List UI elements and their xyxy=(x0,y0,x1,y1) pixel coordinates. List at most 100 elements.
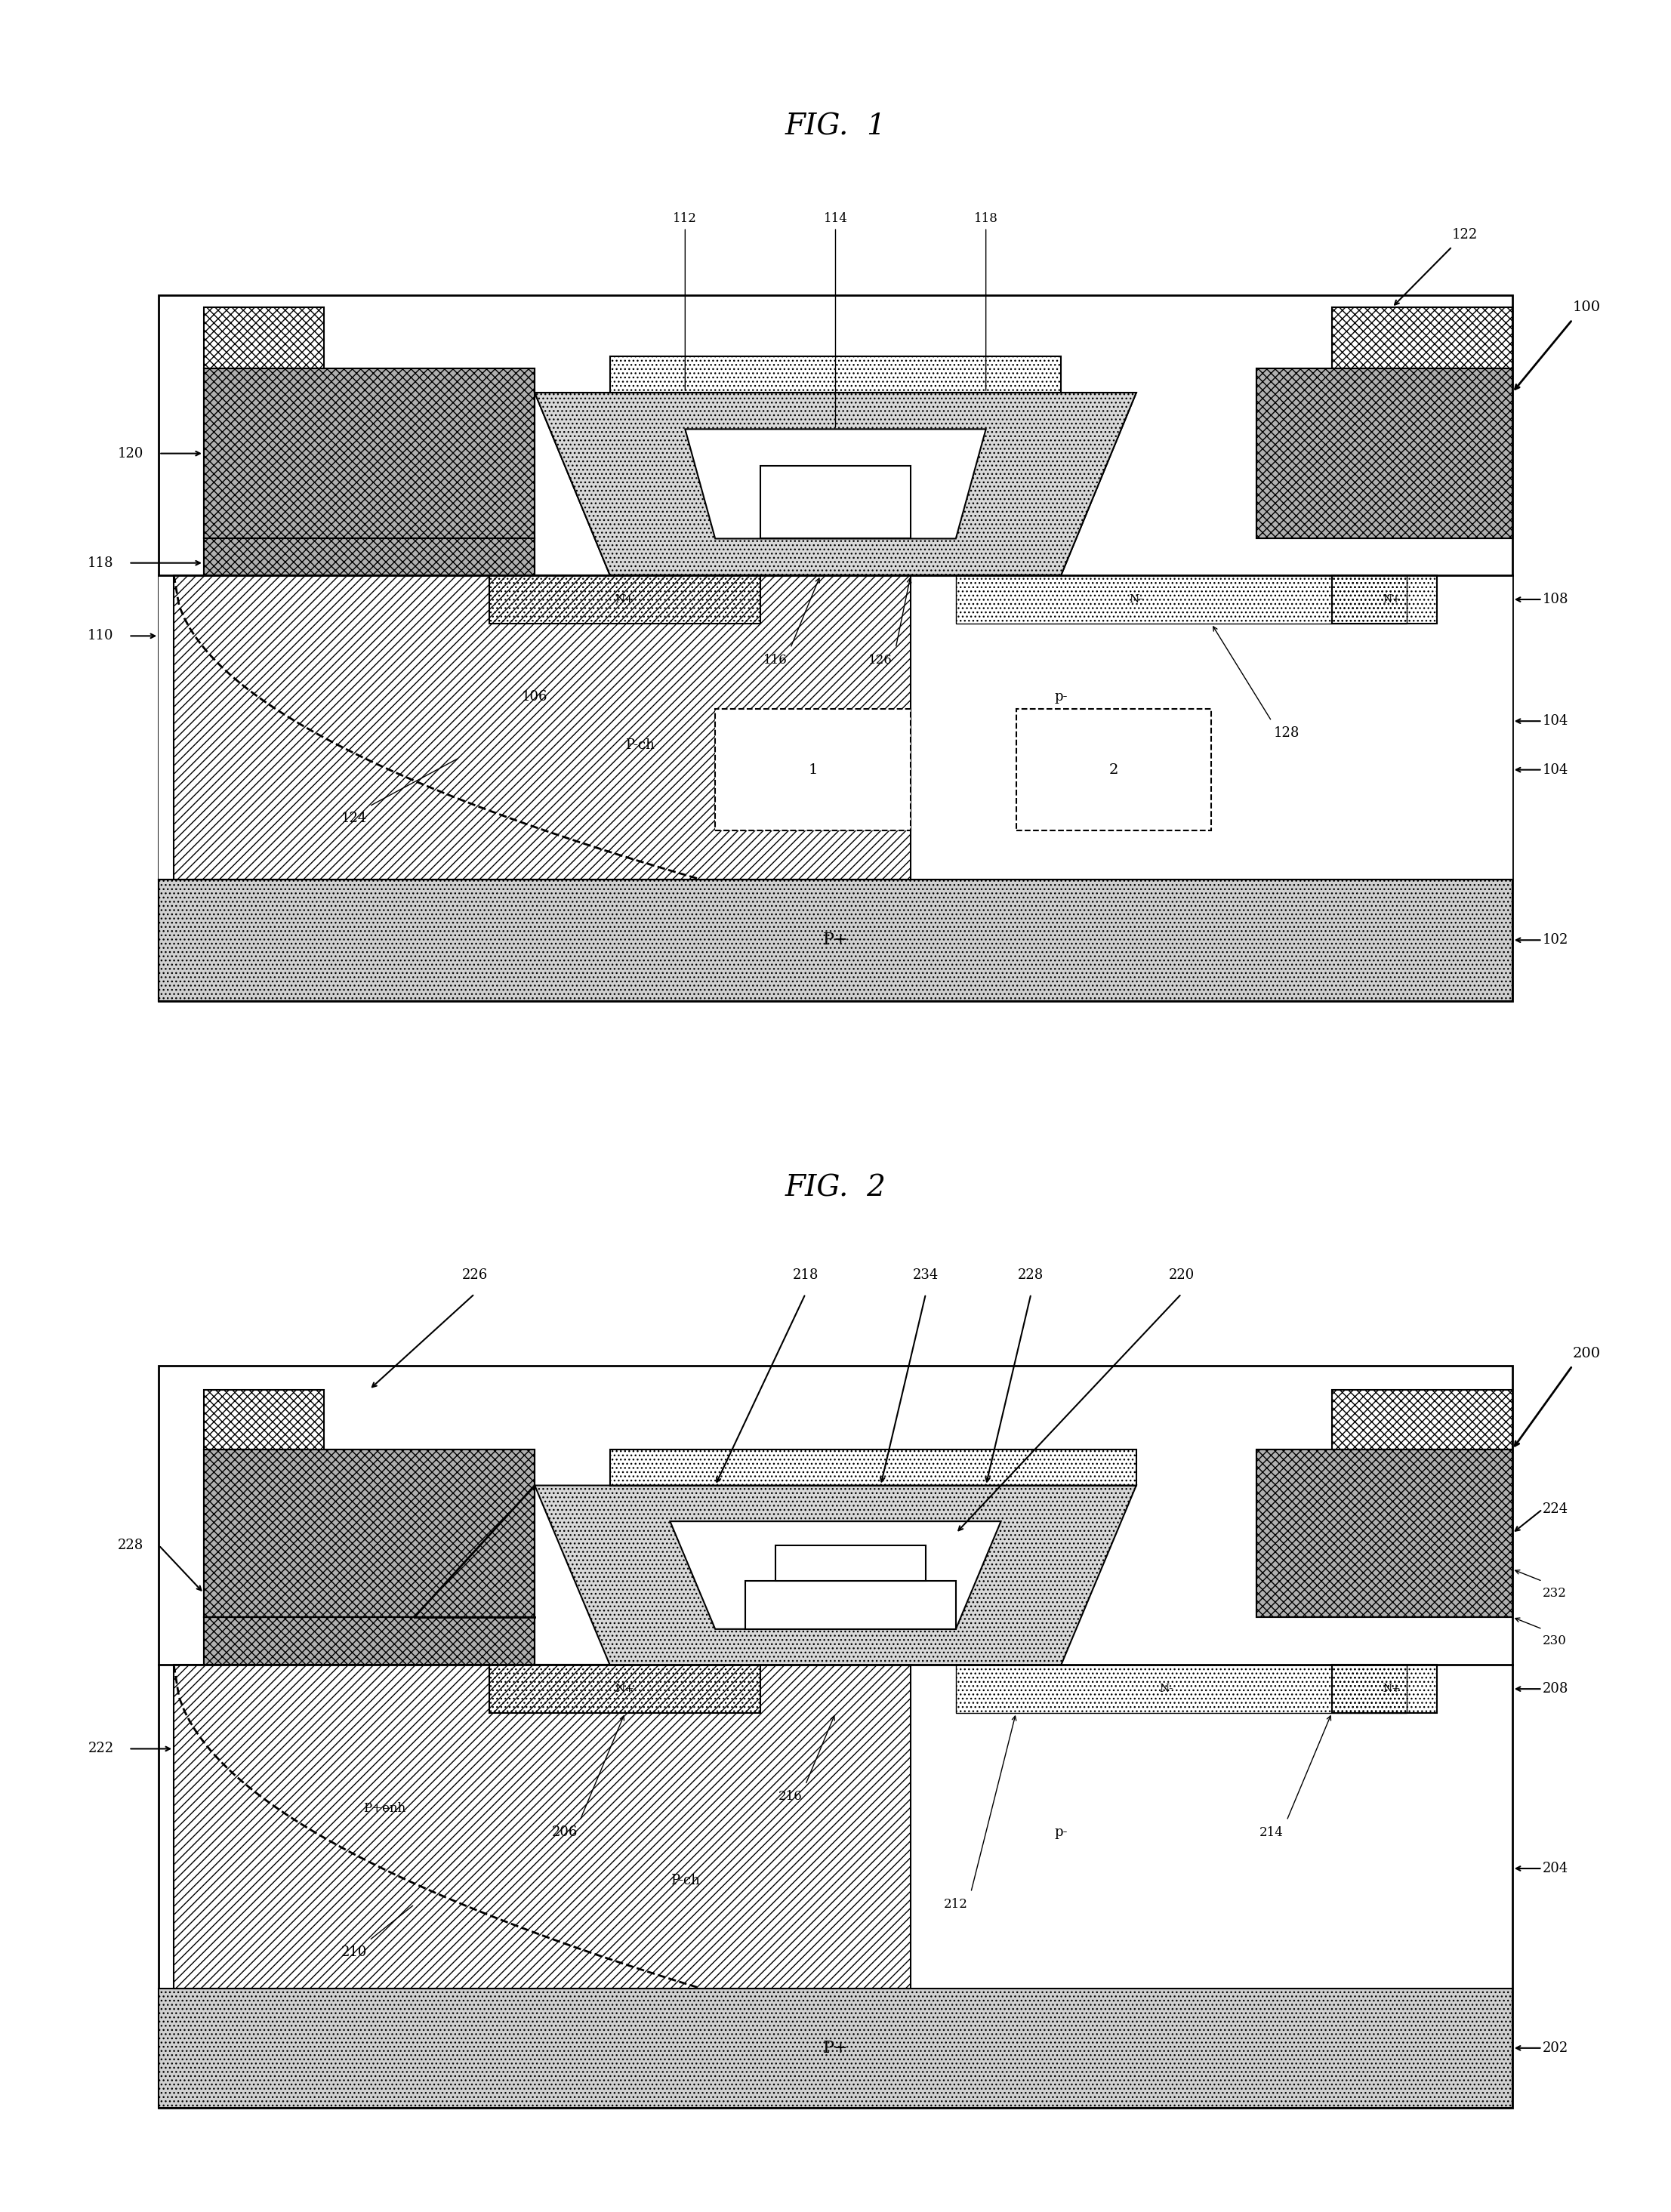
Text: 122: 122 xyxy=(1452,228,1477,241)
Bar xyxy=(204,1449,535,1617)
Bar xyxy=(159,1989,1512,2108)
Text: 234: 234 xyxy=(912,1267,939,1283)
Text: 226: 226 xyxy=(461,1267,488,1283)
Text: 210: 210 xyxy=(341,1947,368,1960)
Bar xyxy=(1257,1449,1512,1617)
Bar xyxy=(204,367,535,538)
Bar xyxy=(204,1449,535,1617)
Text: 106: 106 xyxy=(521,690,548,703)
Text: 102: 102 xyxy=(1542,933,1569,947)
Bar xyxy=(204,367,535,538)
FancyBboxPatch shape xyxy=(715,708,911,830)
Text: 216: 216 xyxy=(779,1790,802,1803)
Text: P-ch: P-ch xyxy=(670,1874,700,1887)
Text: 100: 100 xyxy=(1572,301,1601,314)
Text: 128: 128 xyxy=(1273,726,1300,741)
Text: P+enh: P+enh xyxy=(363,1803,406,1816)
Text: 116: 116 xyxy=(764,655,787,666)
Bar xyxy=(956,575,1407,624)
Text: N+: N+ xyxy=(615,1683,635,1694)
Polygon shape xyxy=(535,394,1136,575)
Bar xyxy=(204,307,324,369)
Bar xyxy=(1332,307,1512,369)
Bar xyxy=(760,465,911,538)
Bar xyxy=(204,367,535,538)
Text: N-: N- xyxy=(1130,595,1143,604)
Bar xyxy=(159,878,1512,1000)
FancyBboxPatch shape xyxy=(1016,708,1211,830)
Text: 200: 200 xyxy=(1572,1347,1601,1360)
Text: 126: 126 xyxy=(869,655,892,666)
Text: 124: 124 xyxy=(341,812,368,825)
Text: 110: 110 xyxy=(87,628,114,644)
Bar xyxy=(775,1546,926,1582)
Bar xyxy=(159,878,1512,1000)
Bar xyxy=(204,540,535,575)
Text: 108: 108 xyxy=(1542,593,1569,606)
Text: N+: N+ xyxy=(615,595,635,604)
Text: 202: 202 xyxy=(1542,2042,1567,2055)
Bar xyxy=(159,878,1512,1000)
Bar xyxy=(1257,367,1512,538)
Text: 2: 2 xyxy=(1110,763,1118,776)
Text: N-: N- xyxy=(1160,1683,1173,1694)
Bar xyxy=(1257,367,1512,538)
Bar xyxy=(1257,1449,1512,1617)
Bar xyxy=(1332,1666,1437,1712)
Bar xyxy=(610,1449,1136,1486)
Bar xyxy=(745,1582,956,1628)
Bar xyxy=(204,1389,324,1449)
Text: P+: P+ xyxy=(822,2039,849,2057)
Text: 118: 118 xyxy=(87,555,114,571)
Text: 214: 214 xyxy=(1260,1827,1283,1838)
Bar xyxy=(204,1617,535,1666)
Polygon shape xyxy=(685,429,986,538)
FancyBboxPatch shape xyxy=(159,1365,1512,2108)
Text: 212: 212 xyxy=(944,1898,968,1911)
Text: 220: 220 xyxy=(1168,1267,1195,1283)
Text: 224: 224 xyxy=(1542,1502,1567,1515)
Bar xyxy=(1332,1389,1512,1449)
Text: p-: p- xyxy=(1054,690,1068,703)
Text: FIG.  2: FIG. 2 xyxy=(785,1175,886,1201)
Text: 104: 104 xyxy=(1542,714,1569,728)
Bar xyxy=(159,1989,1512,2108)
Bar xyxy=(1332,575,1437,624)
Text: N+: N+ xyxy=(1384,595,1400,604)
Text: N+: N+ xyxy=(1384,1683,1400,1694)
FancyBboxPatch shape xyxy=(159,296,1512,1000)
Text: 206: 206 xyxy=(551,1825,578,1840)
Text: 218: 218 xyxy=(792,1267,819,1283)
Bar xyxy=(610,356,1061,394)
Bar xyxy=(490,575,760,624)
Text: P-ch: P-ch xyxy=(625,739,655,752)
Polygon shape xyxy=(535,1486,1136,1666)
Bar xyxy=(159,575,1512,878)
Bar xyxy=(490,1666,760,1712)
Text: 112: 112 xyxy=(673,212,697,392)
Text: FIG.  1: FIG. 1 xyxy=(785,113,886,142)
Bar xyxy=(1257,1449,1512,1617)
Text: 230: 230 xyxy=(1542,1635,1566,1648)
Text: 114: 114 xyxy=(824,212,847,427)
Text: 232: 232 xyxy=(1542,1586,1566,1599)
Text: 228: 228 xyxy=(1018,1267,1044,1283)
Bar xyxy=(204,1617,535,1666)
Text: 1: 1 xyxy=(809,763,817,776)
Bar xyxy=(204,1617,535,1666)
Text: 228: 228 xyxy=(119,1540,144,1553)
Bar xyxy=(1257,367,1512,538)
Bar xyxy=(204,540,535,575)
Text: 204: 204 xyxy=(1542,1863,1567,1876)
Polygon shape xyxy=(670,1522,1001,1628)
Text: p-: p- xyxy=(1054,1825,1068,1840)
Text: 208: 208 xyxy=(1542,1681,1569,1697)
Bar xyxy=(204,540,535,575)
Text: 118: 118 xyxy=(974,212,998,392)
Bar xyxy=(204,1449,535,1617)
Text: 104: 104 xyxy=(1542,763,1569,776)
Bar xyxy=(956,1666,1407,1712)
Text: P+: P+ xyxy=(822,931,849,949)
Text: 120: 120 xyxy=(117,447,144,460)
Text: 222: 222 xyxy=(89,1743,114,1756)
